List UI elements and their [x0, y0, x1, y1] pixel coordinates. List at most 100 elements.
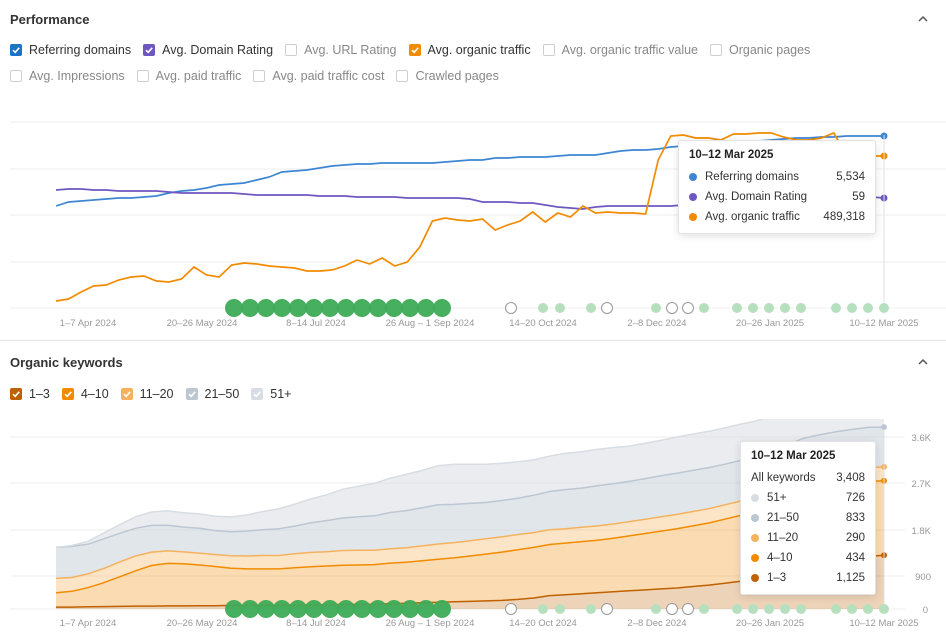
annotation-marker[interactable] [401, 299, 419, 317]
annotation-marker[interactable] [385, 600, 403, 618]
performance-chart[interactable]: 1–7 Apr 2024 20–26 May 2024 8–14 Jul 2024 2… [0, 115, 946, 333]
annotation-marker[interactable] [273, 600, 291, 618]
annotation-marker[interactable] [433, 600, 451, 618]
annotation-marker[interactable] [879, 604, 889, 614]
checkbox-avg-paid-traffic-cost[interactable]: Avg. paid traffic cost [253, 63, 384, 89]
checkbox-4-10[interactable]: 4–10 [61, 381, 109, 407]
checkbox-crawled-pages[interactable]: Crawled pages [396, 63, 499, 89]
annotation-marker[interactable] [651, 303, 661, 313]
checkbox-unchecked-icon[interactable] [136, 70, 149, 82]
annotation-marker[interactable] [321, 600, 339, 618]
annotation-marker[interactable] [651, 604, 661, 614]
checkbox-avg-impressions[interactable]: Avg. Impressions [10, 63, 125, 89]
annotation-marker[interactable] [699, 303, 709, 313]
annotation-marker[interactable] [863, 303, 873, 313]
annotation-marker[interactable] [289, 600, 307, 618]
checkbox-organic-pages[interactable]: Organic pages [710, 37, 810, 63]
checkbox-unchecked-icon[interactable] [396, 70, 409, 82]
checkbox-unchecked-icon[interactable] [253, 70, 266, 82]
annotation-marker[interactable] [748, 303, 758, 313]
annotation-marker[interactable] [401, 600, 419, 618]
annotation-marker[interactable] [586, 604, 596, 614]
checkbox-avg-domain-rating[interactable]: Avg. Domain Rating [143, 37, 273, 63]
annotation-marker[interactable] [538, 303, 548, 313]
annotation-marker[interactable] [796, 604, 806, 614]
checkbox-checked-icon[interactable] [185, 388, 198, 400]
annotation-marker-outline[interactable] [601, 302, 613, 314]
annotation-marker[interactable] [305, 299, 323, 317]
checkbox-unchecked-icon[interactable] [710, 44, 722, 56]
series-endpoint-21-50 [881, 424, 887, 431]
annotation-marker-outline[interactable] [682, 302, 694, 314]
annotation-marker[interactable] [555, 303, 565, 313]
annotation-marker[interactable] [225, 299, 243, 317]
checkbox-checked-icon[interactable] [120, 388, 133, 400]
annotation-marker[interactable] [225, 600, 243, 618]
checkbox-avg-organic-traffic[interactable]: Avg. organic traffic [408, 37, 531, 63]
annotation-marker[interactable] [417, 600, 435, 618]
checkbox-checked-icon[interactable] [408, 44, 421, 56]
checkbox-checked-icon[interactable] [10, 44, 22, 56]
chevron-up-icon[interactable] [916, 12, 930, 26]
annotation-marker[interactable] [369, 600, 387, 618]
checkbox-unchecked-icon[interactable] [10, 70, 22, 82]
annotation-marker[interactable] [780, 604, 790, 614]
checkbox-1-3[interactable]: 1–3 [10, 381, 50, 407]
annotation-marker[interactable] [699, 604, 709, 614]
checkbox-checked-icon[interactable] [61, 388, 74, 400]
checkbox-unchecked-icon[interactable] [542, 44, 555, 56]
annotation-marker[interactable] [764, 604, 774, 614]
annotation-marker[interactable] [241, 299, 259, 317]
annotation-marker[interactable] [337, 600, 355, 618]
annotation-marker[interactable] [273, 299, 291, 317]
annotation-marker-outline[interactable] [682, 603, 694, 615]
annotation-marker-outline[interactable] [666, 603, 678, 615]
annotation-marker-outline[interactable] [666, 302, 678, 314]
checkbox-checked-icon[interactable] [143, 44, 156, 56]
annotation-marker[interactable] [369, 299, 387, 317]
checkbox-11-20[interactable]: 11–20 [120, 381, 174, 407]
chevron-up-icon[interactable] [916, 355, 930, 369]
checkbox-checked-icon[interactable] [251, 388, 264, 400]
annotation-marker[interactable] [586, 303, 596, 313]
annotation-marker[interactable] [831, 303, 841, 313]
annotation-marker[interactable] [748, 604, 758, 614]
annotation-marker[interactable] [417, 299, 435, 317]
annotation-marker[interactable] [831, 604, 841, 614]
annotation-marker[interactable] [385, 299, 403, 317]
checkbox-avg-paid-traffic[interactable]: Avg. paid traffic [136, 63, 241, 89]
annotation-marker[interactable] [337, 299, 355, 317]
annotation-marker[interactable] [538, 604, 548, 614]
checkbox-21-50[interactable]: 21–50 [185, 381, 239, 407]
annotation-marker[interactable] [353, 299, 371, 317]
annotation-marker-outline[interactable] [505, 302, 517, 314]
annotation-marker[interactable] [321, 299, 339, 317]
checkbox-referring-domains[interactable]: Referring domains [10, 37, 131, 63]
checkbox-avg-organic-traffic-value[interactable]: Avg. organic traffic value [542, 37, 698, 63]
annotation-marker[interactable] [879, 303, 889, 313]
annotation-marker[interactable] [241, 600, 259, 618]
checkbox-51[interactable]: 51+ [251, 381, 292, 407]
annotation-marker[interactable] [847, 303, 857, 313]
annotation-marker[interactable] [780, 303, 790, 313]
annotation-marker[interactable] [796, 303, 806, 313]
annotation-marker[interactable] [732, 604, 742, 614]
checkbox-avg-url-rating[interactable]: Avg. URL Rating [285, 37, 397, 63]
annotation-marker-outline[interactable] [505, 603, 517, 615]
annotation-marker[interactable] [257, 600, 275, 618]
checkbox-unchecked-icon[interactable] [285, 44, 298, 56]
annotation-marker[interactable] [305, 600, 323, 618]
annotation-marker-outline[interactable] [601, 603, 613, 615]
tooltip-total-value: 3,408 [836, 472, 865, 484]
annotation-marker[interactable] [353, 600, 371, 618]
annotation-marker[interactable] [863, 604, 873, 614]
annotation-marker[interactable] [764, 303, 774, 313]
checkbox-checked-icon[interactable] [10, 388, 22, 400]
annotation-marker[interactable] [257, 299, 275, 317]
annotation-marker[interactable] [555, 604, 565, 614]
annotation-marker[interactable] [847, 604, 857, 614]
annotation-marker[interactable] [732, 303, 742, 313]
annotation-marker[interactable] [289, 299, 307, 317]
area-4-10 [56, 480, 884, 608]
annotation-marker[interactable] [433, 299, 451, 317]
